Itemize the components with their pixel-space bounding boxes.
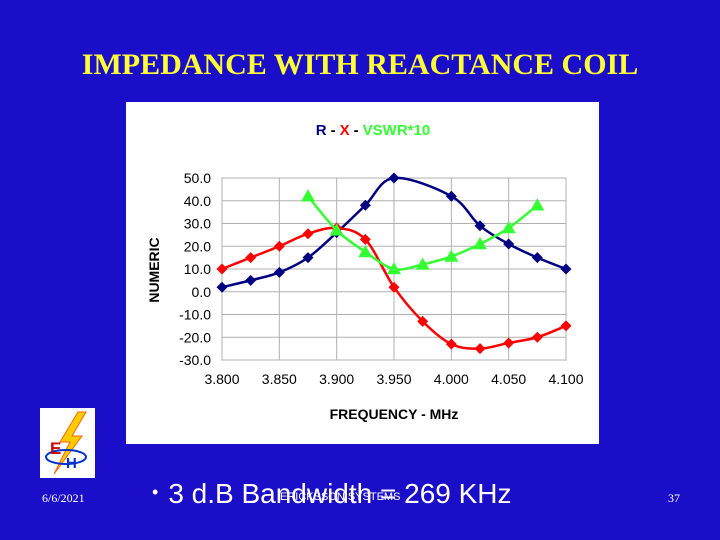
footer-center-text: ERICKSSON SYSTEMS bbox=[280, 491, 401, 503]
data-point-r bbox=[560, 263, 572, 275]
slide-title: IMPEDANCE WITH REACTANCE COIL bbox=[81, 48, 639, 81]
data-point-x bbox=[245, 252, 257, 264]
data-point-vswr-10 bbox=[387, 262, 401, 275]
y-tick-label: 50.0 bbox=[184, 170, 211, 186]
data-point-r bbox=[531, 252, 543, 264]
chart-panel: R - X - VSWR*10 3.800 3.850 3.900 3.950 4.000 4.0… bbox=[126, 102, 599, 444]
x-tick-label: 3.900 bbox=[319, 371, 354, 387]
y-tick-label: -10.0 bbox=[179, 307, 211, 323]
data-point-x bbox=[302, 228, 314, 240]
x-tick-label: 3.950 bbox=[376, 371, 411, 387]
data-point-x bbox=[445, 338, 457, 350]
data-point-x bbox=[474, 343, 486, 355]
data-point-r bbox=[474, 220, 486, 232]
series-layer bbox=[216, 172, 572, 355]
x-axis-title: FREQUENCY - MHz bbox=[330, 406, 459, 422]
x-tick-label: 4.050 bbox=[491, 371, 526, 387]
data-point-x bbox=[359, 233, 371, 245]
y-tick-label: 20.0 bbox=[184, 238, 211, 254]
chart-title: R - X - VSWR*10 bbox=[316, 122, 430, 139]
data-point-vswr-10 bbox=[501, 221, 516, 234]
data-point-r bbox=[245, 274, 257, 286]
data-point-r bbox=[445, 190, 457, 202]
svg-text:E: E bbox=[50, 439, 61, 458]
y-axis-title: NUMERIC bbox=[146, 237, 162, 302]
data-point-x bbox=[417, 315, 429, 327]
x-tick-label: 3.850 bbox=[262, 371, 297, 387]
page-number: 37 bbox=[668, 491, 680, 505]
data-point-r bbox=[503, 238, 515, 250]
data-point-vswr-10 bbox=[329, 223, 344, 236]
footer-date: 6/6/2021 bbox=[42, 491, 85, 505]
y-tick-label: 30.0 bbox=[184, 216, 211, 232]
data-point-r bbox=[388, 172, 400, 184]
x-tick-label: 3.800 bbox=[204, 371, 239, 387]
y-tick-label: 10.0 bbox=[184, 261, 211, 277]
data-point-x bbox=[560, 320, 572, 332]
x-tick-label: 4.100 bbox=[548, 371, 583, 387]
y-tick-label: 0.0 bbox=[192, 284, 212, 300]
data-point-vswr-10 bbox=[358, 244, 373, 258]
data-point-vswr-10 bbox=[415, 257, 430, 270]
x-tick-label: 4.000 bbox=[434, 371, 469, 387]
bullet-text: 3 d.B Bandwidth = 269 KHz bbox=[168, 478, 512, 509]
svg-text:H: H bbox=[66, 455, 77, 472]
data-point-r bbox=[273, 266, 285, 278]
data-point-vswr-10 bbox=[444, 249, 459, 262]
data-point-r bbox=[302, 252, 314, 264]
y-tick-label: -30.0 bbox=[179, 352, 211, 368]
eh-logo: E H bbox=[40, 408, 95, 478]
data-point-vswr-10 bbox=[530, 198, 545, 211]
y-tick-label: -20.0 bbox=[179, 329, 211, 345]
impedance-chart: R - X - VSWR*10 3.800 3.850 3.900 3.950 4.000 4.0… bbox=[146, 122, 584, 422]
data-point-vswr-10 bbox=[473, 236, 487, 250]
data-point-x bbox=[503, 337, 515, 349]
y-tick-label: 40.0 bbox=[184, 193, 211, 209]
axis-layer: 3.800 3.850 3.900 3.950 4.000 4.050 4.100 50.0 4… bbox=[179, 170, 584, 387]
data-point-r bbox=[216, 281, 228, 293]
data-point-x bbox=[388, 281, 400, 293]
data-point-x bbox=[273, 240, 285, 252]
data-point-x bbox=[216, 263, 228, 275]
bullet-dot: • bbox=[152, 482, 159, 502]
data-point-r bbox=[359, 199, 371, 211]
data-point-vswr-10 bbox=[301, 189, 315, 202]
data-point-x bbox=[531, 331, 543, 343]
bullet-point: • 3 d.B Bandwidth = 269 KHz bbox=[152, 478, 512, 510]
